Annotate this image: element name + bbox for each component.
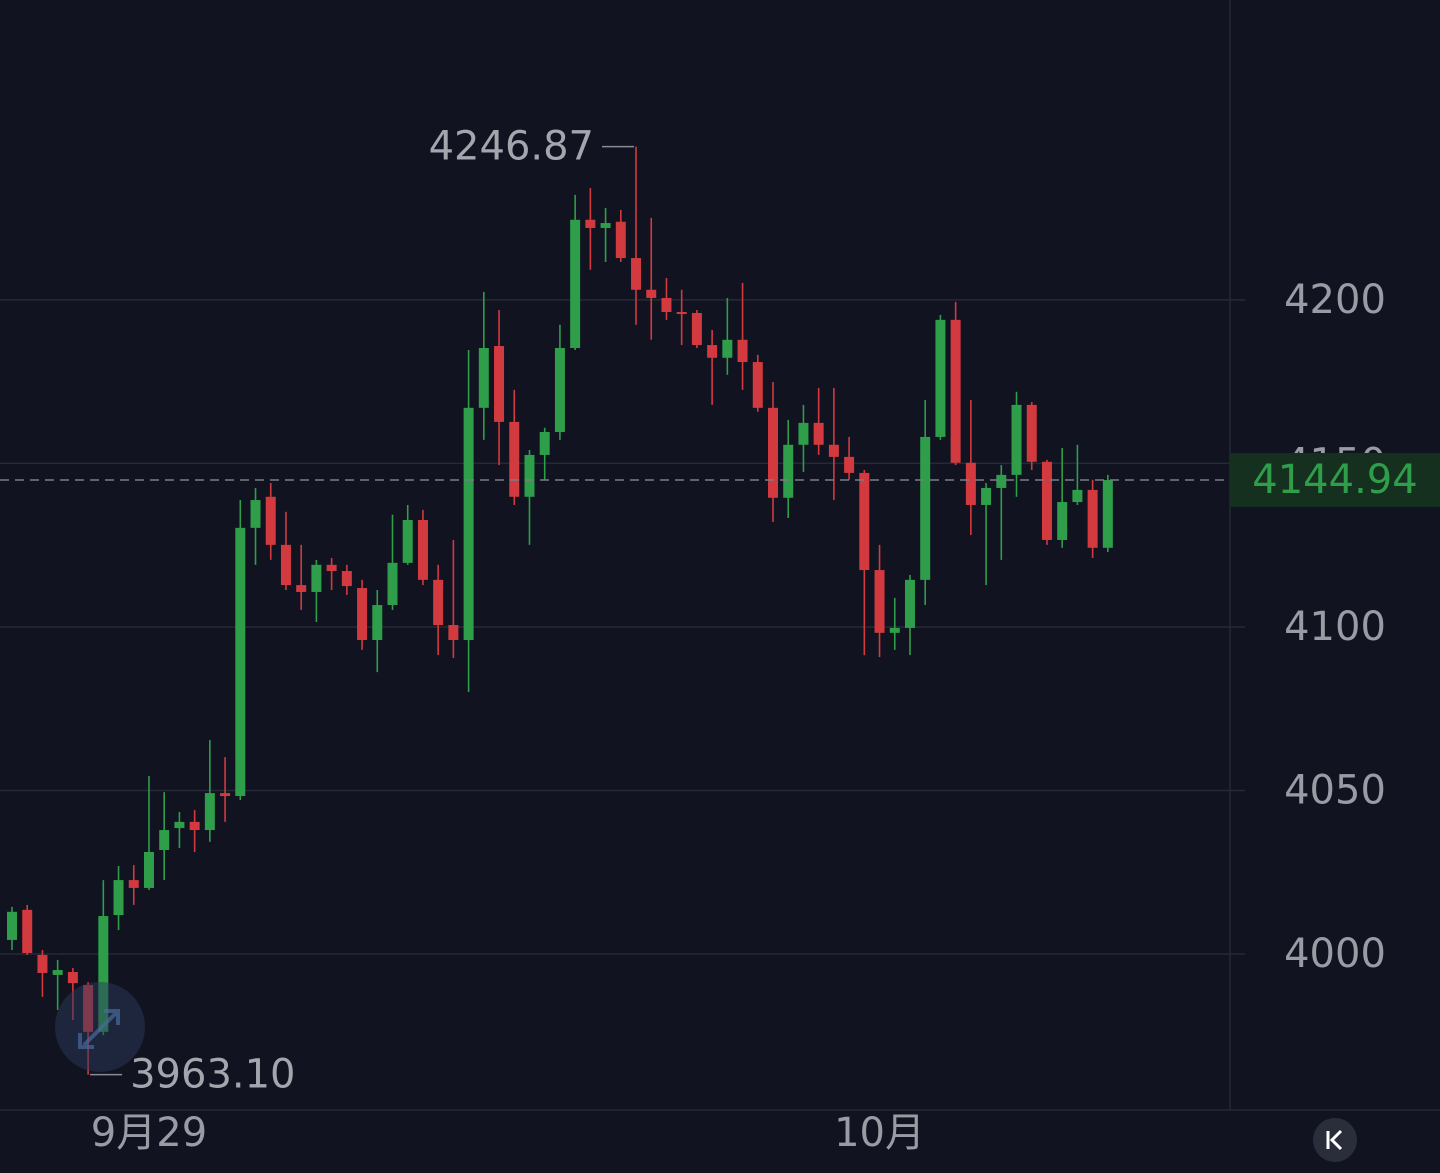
y-tick-label: 4000 bbox=[1284, 931, 1386, 977]
candle-body bbox=[113, 880, 124, 916]
candle-body bbox=[768, 407, 778, 498]
candle-body bbox=[844, 456, 855, 473]
candle-body bbox=[737, 339, 748, 363]
candle-body bbox=[22, 909, 33, 954]
candle-body bbox=[448, 624, 459, 641]
candle-body bbox=[554, 347, 565, 433]
candle-body bbox=[311, 564, 322, 592]
candle-body bbox=[950, 319, 961, 463]
candle-body bbox=[676, 312, 687, 315]
candle-body bbox=[143, 851, 154, 888]
candle-body bbox=[265, 496, 276, 545]
candle-body bbox=[889, 627, 900, 633]
candle-body bbox=[783, 444, 794, 498]
last-price-tag bbox=[1230, 452, 1440, 507]
x-tick-label: 9月29 bbox=[91, 1110, 207, 1156]
candle-body bbox=[463, 407, 474, 641]
candle-body bbox=[67, 971, 78, 984]
nav-icon-arrows bbox=[78, 1009, 120, 1049]
candle-body bbox=[220, 793, 231, 797]
candle-body bbox=[1087, 489, 1098, 548]
candle-body bbox=[707, 345, 718, 358]
candle-body bbox=[52, 970, 63, 975]
candle-body bbox=[7, 911, 17, 940]
candle-body bbox=[828, 444, 839, 457]
candle-body bbox=[965, 462, 976, 505]
candle-body bbox=[981, 487, 992, 505]
candle-body bbox=[280, 544, 291, 586]
candle-body bbox=[250, 500, 261, 528]
candle-body bbox=[372, 605, 383, 641]
candle-body bbox=[539, 432, 550, 455]
scroll-end-button[interactable] bbox=[1313, 1118, 1357, 1162]
candle-body bbox=[646, 289, 657, 298]
candle-body bbox=[98, 916, 109, 1032]
candle-body bbox=[798, 422, 809, 445]
y-tick-label: 4050 bbox=[1284, 767, 1386, 813]
last-price-label: 4144.94 bbox=[1252, 457, 1417, 503]
candle-body bbox=[341, 571, 352, 587]
candle-body bbox=[874, 570, 885, 633]
candle-body bbox=[752, 362, 763, 408]
candle-body bbox=[509, 421, 520, 497]
candle-body bbox=[691, 312, 702, 346]
x-tick-label: 10月 bbox=[834, 1110, 925, 1156]
scroll-end-glyph bbox=[1326, 1129, 1343, 1151]
candle-body bbox=[996, 474, 1007, 488]
y-tick-label: 4100 bbox=[1284, 604, 1386, 650]
candle-body bbox=[204, 793, 215, 831]
candle-body bbox=[813, 422, 824, 445]
candles bbox=[7, 146, 1113, 1075]
candle-body bbox=[326, 564, 337, 572]
candle-body bbox=[1102, 479, 1113, 548]
candle-body bbox=[920, 436, 931, 580]
candle-body bbox=[433, 579, 444, 625]
overlay: 4246.87 3963.10 4144.94 bbox=[0, 124, 1440, 1098]
candle-body bbox=[128, 880, 139, 888]
candle-body bbox=[159, 830, 170, 850]
candle-body bbox=[722, 339, 733, 358]
annotation-label: 4246.87 bbox=[429, 124, 594, 170]
candle-body bbox=[296, 585, 307, 592]
candle-body bbox=[859, 472, 870, 571]
candle-body bbox=[1057, 502, 1068, 540]
candle-body bbox=[904, 579, 915, 628]
candle-body bbox=[524, 454, 535, 497]
candle-body bbox=[417, 520, 428, 580]
candle-body bbox=[1011, 404, 1022, 475]
candle-body bbox=[661, 297, 672, 313]
candle-body bbox=[570, 219, 581, 348]
candle-body bbox=[37, 954, 48, 973]
annotation-label: 3963.10 bbox=[130, 1052, 295, 1098]
candle-body bbox=[631, 258, 642, 290]
candle-body bbox=[387, 562, 398, 606]
candle-body bbox=[235, 527, 246, 797]
nav-icon[interactable] bbox=[55, 982, 145, 1072]
candle-body bbox=[494, 346, 505, 422]
candle-body bbox=[615, 221, 626, 259]
scroll-end-circle[interactable] bbox=[1313, 1118, 1357, 1162]
candle-body bbox=[1026, 404, 1037, 462]
candle-body bbox=[1072, 489, 1083, 503]
candle-body bbox=[357, 588, 368, 641]
candle-body bbox=[1041, 461, 1052, 540]
candle-body bbox=[189, 821, 200, 831]
candle-body bbox=[478, 347, 489, 408]
candle-body bbox=[585, 219, 596, 228]
candle-body bbox=[174, 821, 185, 829]
candle-body bbox=[600, 223, 611, 228]
candle-body bbox=[402, 520, 413, 563]
y-tick-label: 4200 bbox=[1284, 277, 1386, 323]
candle-body bbox=[935, 319, 946, 437]
